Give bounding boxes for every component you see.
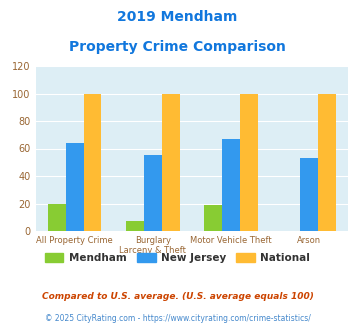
Bar [48,204,66,231]
Bar [240,93,258,231]
Bar [222,139,240,231]
Bar [126,221,144,231]
Text: Property Crime Comparison: Property Crime Comparison [69,40,286,53]
Bar [162,93,180,231]
Legend: Mendham, New Jersey, National: Mendham, New Jersey, National [40,248,315,267]
Bar [144,155,162,231]
Bar [300,158,318,231]
Text: © 2025 CityRating.com - https://www.cityrating.com/crime-statistics/: © 2025 CityRating.com - https://www.city… [45,314,310,323]
Text: 2019 Mendham: 2019 Mendham [117,10,238,24]
Text: Compared to U.S. average. (U.S. average equals 100): Compared to U.S. average. (U.S. average … [42,292,313,301]
Bar [66,143,83,231]
Bar [318,93,336,231]
Bar [204,205,222,231]
Bar [83,93,102,231]
